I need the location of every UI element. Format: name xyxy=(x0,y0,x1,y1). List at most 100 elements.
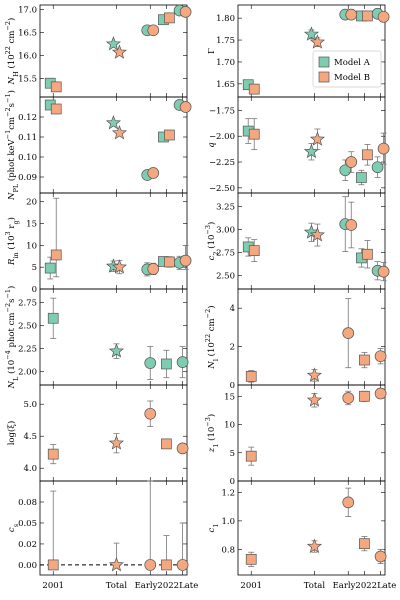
panel-logxi: 4.0 4.5 5.0 log(ξ) xyxy=(6,384,189,482)
y-tick-label: 0 xyxy=(230,477,235,487)
data-point xyxy=(362,248,373,260)
legend-frame xyxy=(312,50,382,88)
data-point xyxy=(245,371,257,382)
data-point xyxy=(374,387,387,400)
data-point xyxy=(179,101,192,113)
y-axis-label: NL (10−4 phot cm−2s−1) xyxy=(4,286,20,390)
data-point xyxy=(108,343,125,358)
legend-swatch xyxy=(318,71,330,83)
data-point xyxy=(377,142,390,155)
y-tick-label: 2.25 xyxy=(18,344,37,354)
data-point xyxy=(345,156,358,168)
panel-frame xyxy=(237,288,386,386)
data-point xyxy=(47,312,59,324)
panel-frame xyxy=(39,480,188,576)
y-tick-label: 20 xyxy=(26,198,37,208)
data-point xyxy=(309,131,326,146)
data-point xyxy=(108,435,125,450)
y-tick-label: 1.65 xyxy=(216,80,235,90)
y-tick-label: 0.11 xyxy=(18,133,37,143)
y-tick-label: −2.25 xyxy=(209,158,235,168)
y-tick-label: 5.0 xyxy=(23,400,37,410)
data-point xyxy=(47,559,59,571)
data-point xyxy=(356,172,367,183)
data-point xyxy=(362,10,373,22)
y-tick-label: 0 xyxy=(230,381,235,391)
data-point xyxy=(161,559,172,571)
data-point xyxy=(164,256,175,268)
y-tick-label: 10 xyxy=(26,241,37,251)
panel-frame xyxy=(39,192,188,290)
y-tick-label: 0.02 xyxy=(18,540,37,550)
y-tick-label: 15 xyxy=(224,392,235,402)
legend-label: Model A xyxy=(334,58,371,68)
panel-frame xyxy=(39,96,188,194)
data-point xyxy=(161,438,172,450)
panel-frame xyxy=(39,384,188,482)
data-point xyxy=(179,254,192,267)
data-point xyxy=(245,450,257,462)
y-tick-label: 0 xyxy=(32,285,37,295)
data-point xyxy=(111,125,128,140)
data-point xyxy=(144,407,157,420)
y-axis-label: Nl (1022 cm−2) xyxy=(204,305,220,369)
data-point xyxy=(147,263,160,275)
data-point xyxy=(303,26,320,41)
y-tick-label: 1.80 xyxy=(216,14,235,24)
data-point xyxy=(147,24,160,37)
data-point xyxy=(111,44,128,59)
data-point xyxy=(248,245,260,256)
y-tick-label: 4.5 xyxy=(23,432,37,442)
data-point xyxy=(371,161,384,174)
y-tick-label: −2.50 xyxy=(209,184,235,194)
y-axis-label: z1 (10−3) xyxy=(204,414,220,453)
y-tick-label: 15.5 xyxy=(18,75,37,85)
y-tick-label: 2.75 xyxy=(216,248,235,258)
y-tick-label: 2 xyxy=(230,343,235,353)
y-axis-label: log(ξ) xyxy=(6,421,17,446)
data-point xyxy=(359,538,370,550)
y-tick-label: 17.0 xyxy=(18,6,37,16)
y-axis-label: q xyxy=(207,142,217,148)
data-point xyxy=(176,356,189,368)
panels: 15.516.016.517.0NH (1022 cm−2)1.651.701.… xyxy=(4,4,397,591)
data-point xyxy=(245,553,257,565)
data-point xyxy=(377,10,390,23)
data-point xyxy=(306,392,323,407)
panel-frame xyxy=(39,288,188,386)
y-tick-label: 4 xyxy=(230,304,235,314)
legend-swatch xyxy=(318,56,330,68)
data-point xyxy=(161,358,172,370)
data-point xyxy=(374,550,387,563)
y-axis-label: c1 xyxy=(207,524,220,533)
data-point xyxy=(342,392,355,404)
y-tick-label: 2.75 xyxy=(18,299,37,309)
y-tick-label: 0.08 xyxy=(18,498,37,508)
data-point xyxy=(144,559,157,571)
y-tick-label: 1.0 xyxy=(221,517,235,527)
y-tick-label: 1.70 xyxy=(216,58,235,68)
panel-c1: 0.8 1.0 1.2 c1 xyxy=(207,480,387,576)
data-point xyxy=(359,354,370,366)
panel-frame xyxy=(237,480,386,576)
data-point xyxy=(342,327,355,340)
data-point xyxy=(50,249,62,261)
y-axis-label: c2 (10−3) xyxy=(204,222,220,261)
x-category-label: 2001 xyxy=(240,581,262,591)
y-axis-label: NPL (phot keV−1cm−2s−1) xyxy=(4,90,20,201)
data-point xyxy=(105,115,122,130)
y-axis-label: Rin (103 rg) xyxy=(4,217,20,266)
y-tick-label: 1.75 xyxy=(216,36,235,46)
y-axis-label: NH (1022 cm−2) xyxy=(4,18,20,86)
y-tick-label: 4.0 xyxy=(23,464,37,474)
data-point xyxy=(164,12,175,24)
data-point xyxy=(147,167,160,179)
x-category-label: 2001 xyxy=(42,581,64,591)
x-category-label: Early2022Late xyxy=(333,581,397,591)
data-point xyxy=(342,496,355,509)
y-tick-label: 1.2 xyxy=(221,488,235,498)
y-tick-label: 3.25 xyxy=(216,203,235,213)
data-point xyxy=(309,227,326,242)
